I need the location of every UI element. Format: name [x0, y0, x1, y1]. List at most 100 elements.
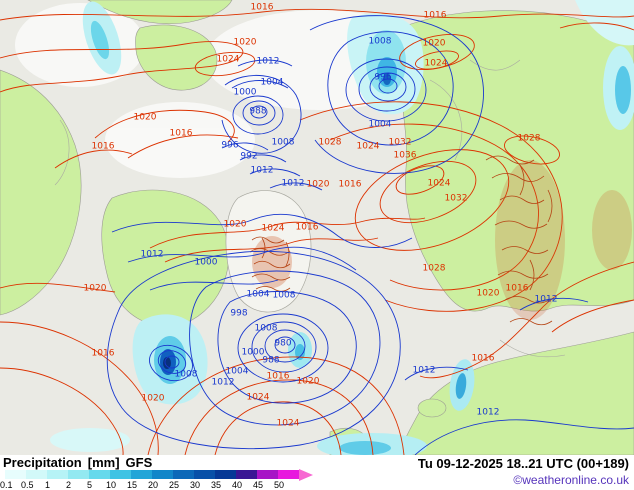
isobar-label: 1016	[91, 141, 115, 152]
isobar-label: 1032	[444, 193, 468, 204]
legend-segment: 0.5	[21, 470, 47, 490]
isobar-label: 1020	[476, 288, 500, 299]
isobar-label: 1012	[412, 365, 436, 376]
isobar-label: 1012	[256, 56, 280, 67]
footer-right: Tu 09-12-2025 18..21 UTC (00+189) ©weath…	[418, 456, 629, 487]
isobar-label: 1016	[471, 353, 495, 364]
isobar-label: 1024	[424, 58, 448, 69]
isobar-label: 1024	[356, 141, 380, 152]
isobar-label: 1016	[338, 179, 362, 190]
isobar-label: 988	[262, 355, 280, 366]
legend-segment: 20	[148, 470, 173, 490]
isobar-label: 1008	[174, 369, 198, 380]
legend-segment: 50	[274, 470, 299, 490]
legend-tick-label: 40	[231, 480, 243, 490]
isobar-label: 1020	[133, 112, 157, 123]
legend-tick-label: 0.1	[0, 480, 13, 490]
isobar-label: 1004	[225, 366, 249, 377]
legend-segment: 30	[190, 470, 215, 490]
isobar-label: 1024	[216, 54, 240, 65]
legend-tick-label: 10	[105, 480, 117, 490]
legend-segment: 15	[127, 470, 152, 490]
isobar-label: 1000	[233, 87, 257, 98]
isobar-label: 1032	[388, 137, 412, 148]
isobars-high-layer	[0, 8, 634, 455]
isobar-label: 1012	[534, 294, 558, 305]
isobar-label: 1024	[276, 418, 300, 429]
weather-map: 1016 1016 1020 1024 1020 1024 1020 1016 1016 1028…	[0, 0, 634, 455]
legend-tick-label: 5	[86, 480, 93, 490]
legend-segment: 25	[169, 470, 194, 490]
isobar-label: 1016	[169, 128, 193, 139]
legend-tick-label: 0.5	[20, 480, 34, 490]
isobar-label: 1016	[250, 2, 274, 13]
valid-time: Tu 09-12-2025 18..21 UTC (00+189)	[417, 456, 629, 471]
isobar-label: 998	[230, 308, 248, 319]
isobar-label: 1028	[422, 263, 446, 274]
isobar-label: 1012	[211, 377, 235, 388]
legend-segment: 40	[232, 470, 257, 490]
isobar-label: 1020	[83, 283, 107, 294]
isobar-label: 996	[221, 140, 239, 151]
isobars-low-layer	[106, 15, 634, 455]
legend-tick-label: 35	[210, 480, 222, 490]
legend-segment: 5	[87, 470, 110, 490]
legend-segment: 2	[66, 470, 89, 490]
legend-arrow	[299, 469, 313, 481]
isobar-label: 1012	[250, 165, 274, 176]
legend-tick-label: 45	[252, 480, 264, 490]
legend-tick-label: 1	[44, 480, 51, 490]
isobar-label: 1020	[141, 393, 165, 404]
isobar-label: 1004	[260, 77, 284, 88]
isobar-label: 1020	[233, 37, 257, 48]
legend-segment: 0.1	[0, 470, 26, 490]
isobar-label: 1020	[296, 376, 320, 387]
isobar-label: 1008	[254, 323, 278, 334]
isobar-label: 980	[274, 338, 292, 349]
legend-title: Precipitation [mm] GFS	[3, 455, 158, 470]
precipitation-layer	[50, 0, 634, 455]
isobar-label: 1028	[318, 137, 342, 148]
map-image	[0, 0, 634, 455]
isobar-label: 1020	[223, 219, 247, 230]
isobar-label: 1000	[194, 257, 218, 268]
isobar-label: 1012	[281, 178, 305, 189]
isobar-label: 1024	[246, 392, 270, 403]
isobar-label: 1004	[246, 289, 270, 300]
isobar-label: 1012	[140, 249, 164, 260]
land-layer	[0, 0, 634, 455]
parameter-unit: [mm]	[87, 455, 120, 470]
isobar-label: 1036	[393, 150, 417, 161]
isobar-label: 1008	[368, 36, 392, 47]
isobar-label: 992	[240, 151, 258, 162]
isobar-label: 1016	[91, 348, 115, 359]
isobar-label: 1016	[423, 10, 447, 21]
legend-bar: Precipitation [mm] GFS 0.1 0.5 1 2 5 10 15 20 25 30…	[0, 455, 634, 490]
legend-tick-label: 15	[126, 480, 138, 490]
terrain-contours-layer	[249, 155, 632, 326]
isobar-label: 1016	[266, 371, 290, 382]
isobar-label: 1004	[368, 119, 392, 130]
legend-segment: 45	[253, 470, 278, 490]
isobar-label: 1016	[505, 283, 529, 294]
legend-segment: 35	[211, 470, 236, 490]
isobar-label: 996	[374, 72, 392, 83]
isobar-label: 1028	[517, 133, 541, 144]
isobar-label: 1000	[241, 347, 265, 358]
legend-segment: 10	[106, 470, 131, 490]
isobar-label: 1020	[306, 179, 330, 190]
legend-tick-label: 50	[273, 480, 285, 490]
legend-tick-label: 30	[189, 480, 201, 490]
isobar-label: 1016	[295, 222, 319, 233]
isobar-label: 988	[249, 106, 267, 117]
legend-scale: 0.1 0.5 1 2 5 10 15 20 25 30 35 40 45 50	[0, 470, 299, 490]
isobar-label: 1012	[476, 407, 500, 418]
isobar-label: 1008	[272, 290, 296, 301]
isobar-label: 1024	[427, 178, 451, 189]
copyright-link[interactable]: ©weatheronline.co.uk	[513, 473, 629, 487]
isobar-label: 1020	[422, 38, 446, 49]
isobar-label: 1024	[261, 223, 285, 234]
isobar-label: 1008	[271, 137, 295, 148]
legend-tick-label: 2	[65, 480, 72, 490]
